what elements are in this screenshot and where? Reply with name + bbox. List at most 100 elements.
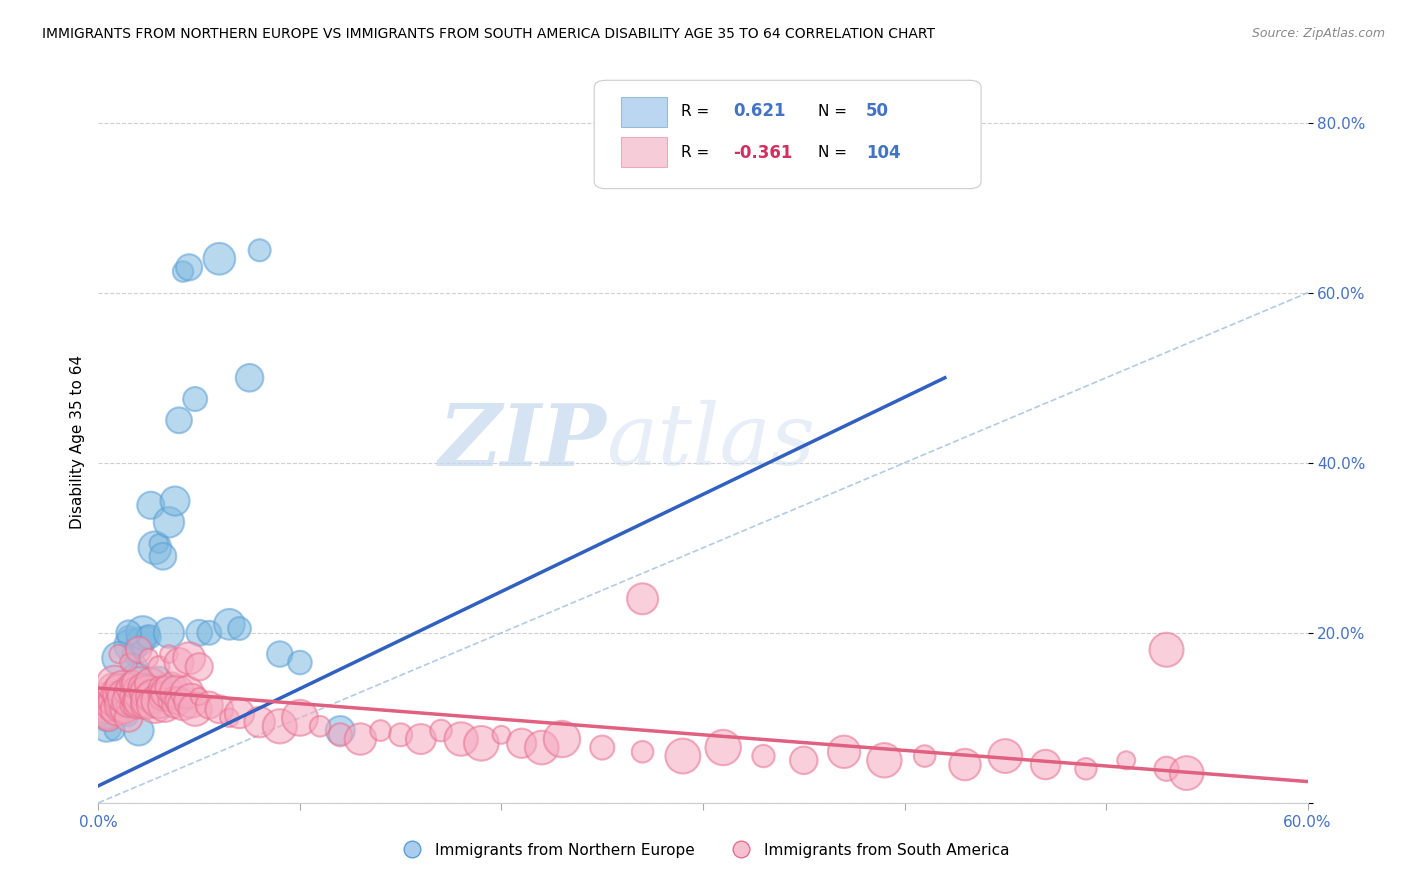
Point	[107, 690, 129, 704]
Point	[143, 698, 166, 712]
Point	[132, 625, 155, 640]
Point	[111, 698, 134, 712]
Point	[124, 694, 146, 708]
Point	[153, 698, 176, 712]
Point	[139, 677, 162, 691]
Point	[1115, 753, 1137, 767]
Point	[288, 656, 311, 670]
Point	[93, 714, 115, 729]
Point	[994, 749, 1017, 764]
Point	[160, 681, 183, 695]
Text: atlas: atlas	[606, 401, 815, 483]
Point	[148, 673, 170, 687]
Point	[157, 647, 180, 661]
Point	[97, 711, 120, 725]
FancyBboxPatch shape	[621, 97, 666, 128]
Point	[148, 694, 170, 708]
Point	[100, 694, 122, 708]
Point	[953, 757, 976, 772]
Point	[148, 660, 170, 674]
Point	[110, 702, 132, 716]
Point	[139, 498, 162, 512]
Point	[239, 371, 262, 385]
Point	[832, 745, 855, 759]
Point	[269, 719, 291, 733]
Y-axis label: Disability Age 35 to 64: Disability Age 35 to 64	[69, 354, 84, 529]
Point	[107, 651, 129, 665]
Point	[269, 647, 291, 661]
Point	[249, 714, 271, 729]
Point	[329, 723, 352, 738]
Text: 104: 104	[866, 144, 901, 161]
Point	[157, 694, 180, 708]
Point	[152, 549, 174, 564]
Text: R =: R =	[682, 103, 714, 119]
Point	[208, 252, 231, 266]
Point	[157, 516, 180, 530]
Point	[138, 694, 160, 708]
Point	[1074, 762, 1097, 776]
Point	[551, 732, 574, 747]
Point	[591, 740, 613, 755]
Point	[157, 625, 180, 640]
Point	[228, 706, 250, 721]
Text: IMMIGRANTS FROM NORTHERN EUROPE VS IMMIGRANTS FROM SOUTH AMERICA DISABILITY AGE : IMMIGRANTS FROM NORTHERN EUROPE VS IMMIG…	[42, 27, 935, 41]
Point	[105, 702, 128, 716]
Point	[105, 702, 128, 716]
Point	[172, 698, 194, 712]
Point	[180, 694, 202, 708]
Point	[148, 536, 170, 550]
Point	[389, 728, 412, 742]
Point	[309, 719, 332, 733]
Point	[101, 698, 124, 712]
Point	[105, 685, 128, 699]
Point	[97, 690, 120, 704]
Point	[1156, 762, 1178, 776]
Text: N =: N =	[818, 145, 852, 160]
Point	[198, 698, 221, 712]
Point	[142, 690, 165, 704]
Point	[631, 745, 654, 759]
Point	[152, 690, 174, 704]
Point	[146, 685, 169, 699]
Point	[179, 260, 201, 275]
Point	[135, 685, 157, 699]
Point	[156, 685, 179, 699]
Point	[143, 541, 166, 555]
Point	[450, 732, 472, 747]
Point	[114, 690, 136, 704]
Point	[249, 244, 271, 258]
Point	[163, 494, 186, 508]
Point	[188, 690, 211, 704]
Point	[118, 630, 141, 644]
Point	[1175, 766, 1198, 780]
Point	[873, 753, 896, 767]
Point	[100, 706, 122, 721]
Point	[118, 711, 141, 725]
Point	[135, 630, 157, 644]
Point	[914, 749, 936, 764]
Point	[107, 647, 129, 661]
Point	[121, 647, 143, 661]
Point	[121, 690, 143, 704]
Text: 0.621: 0.621	[734, 103, 786, 120]
Point	[120, 698, 142, 712]
Text: ZIP: ZIP	[439, 400, 606, 483]
Point	[124, 660, 146, 674]
Point	[103, 694, 125, 708]
Point	[228, 622, 250, 636]
Point	[96, 706, 118, 721]
Point	[167, 656, 190, 670]
Point	[176, 685, 198, 699]
Point	[167, 413, 190, 427]
Point	[1156, 642, 1178, 657]
Point	[149, 681, 172, 695]
Point	[107, 690, 129, 704]
Point	[125, 673, 148, 687]
Point	[208, 702, 231, 716]
Point	[188, 660, 211, 674]
Point	[167, 694, 190, 708]
Point	[118, 694, 141, 708]
Text: Source: ZipAtlas.com: Source: ZipAtlas.com	[1251, 27, 1385, 40]
Point	[129, 634, 152, 648]
